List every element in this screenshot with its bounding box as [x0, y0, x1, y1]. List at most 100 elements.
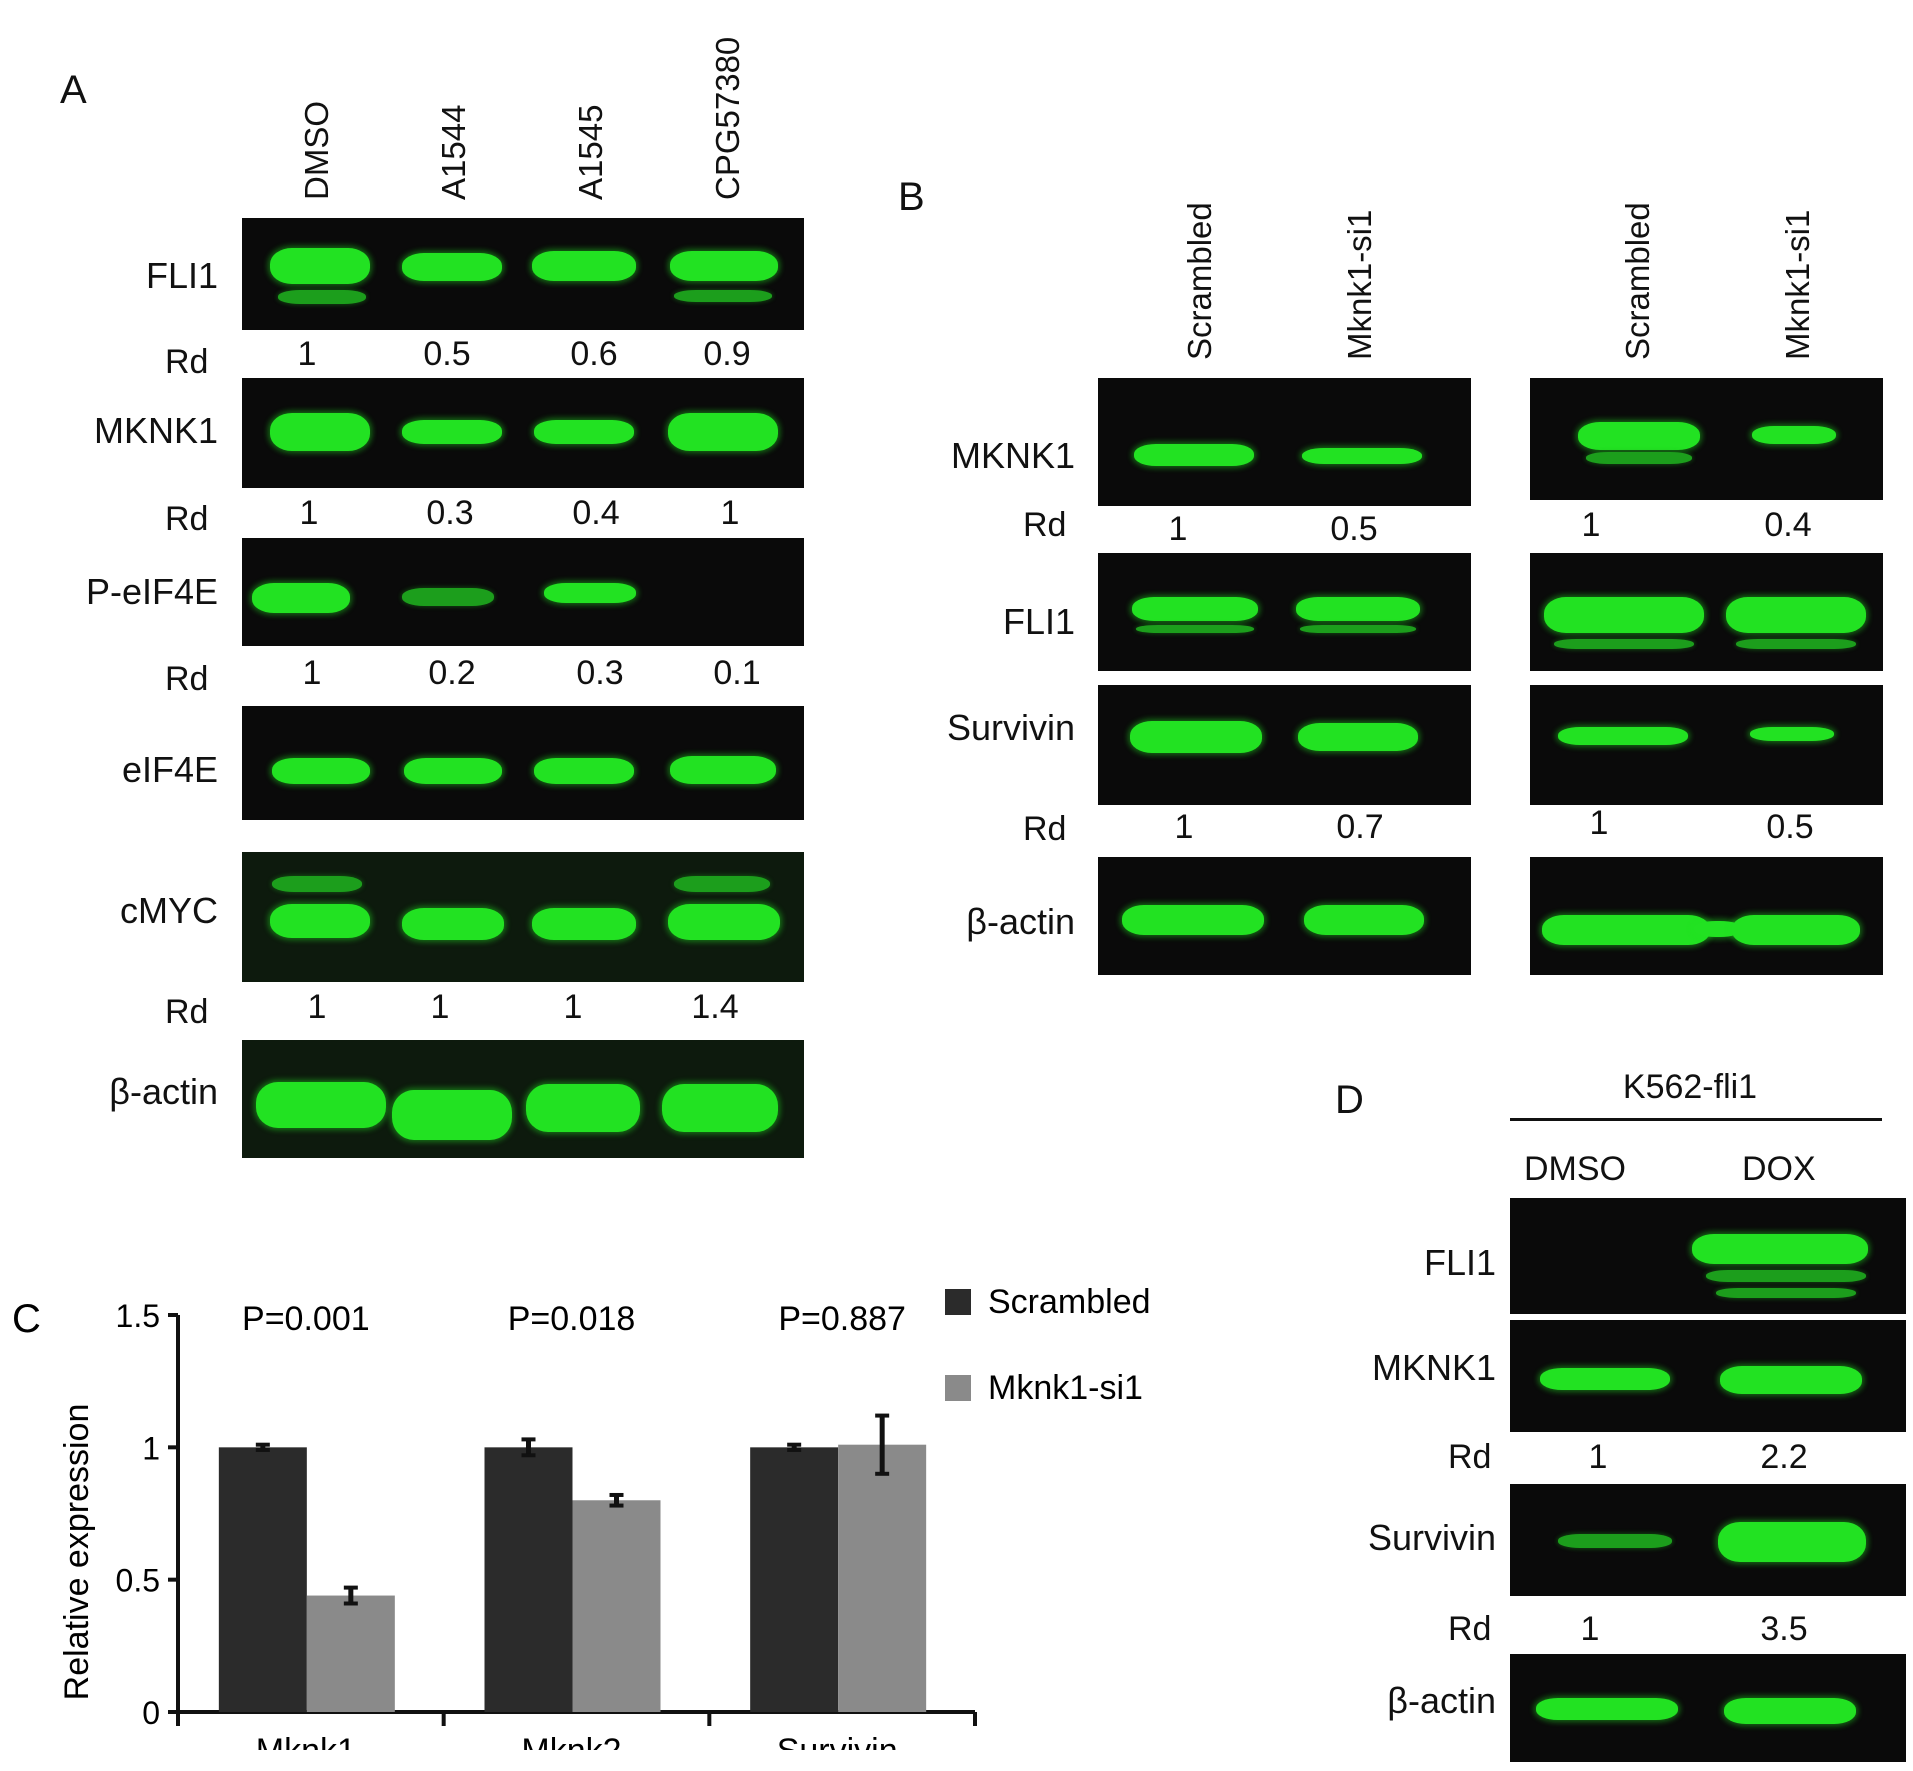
- band: [1134, 444, 1254, 466]
- blot-mknk1-b-right: [1530, 378, 1883, 500]
- lane-label-b-scrambled-left: Scrambled: [1181, 202, 1218, 360]
- row-label-fli1-b: FLI1: [1002, 601, 1075, 642]
- panel-a-letter: A: [60, 68, 87, 112]
- rd-value: 2.2: [1760, 1438, 1808, 1476]
- band: [392, 1090, 512, 1140]
- band: [662, 1084, 778, 1132]
- band: [1554, 639, 1694, 649]
- rd-value: 1: [720, 494, 740, 532]
- blot-survivin-d: [1510, 1484, 1906, 1596]
- lane-label-d-dmso: DMSO: [1524, 1150, 1626, 1188]
- band: [1298, 723, 1418, 751]
- band: [1750, 727, 1834, 741]
- panel-d-header-line: [1510, 1118, 1882, 1121]
- panel-c-letter: C: [12, 1297, 41, 1341]
- rd-value: 0.7: [1336, 808, 1384, 846]
- lane-label-a-a1545: A1545: [572, 104, 609, 200]
- panel-b-letter: B: [898, 175, 925, 219]
- band: [256, 1082, 386, 1128]
- band: [402, 253, 502, 281]
- y-tick-label: 0.5: [116, 1563, 160, 1599]
- blot-survivin-b-left: [1098, 685, 1471, 805]
- rd-label: Rd: [165, 993, 209, 1031]
- lane-label-b-mknk1-si1-right: Mknk1-si1: [1779, 209, 1816, 360]
- band: [402, 588, 494, 606]
- rd-label: Rd: [165, 660, 209, 698]
- band: [532, 908, 636, 940]
- band: [1544, 597, 1704, 633]
- row-label-beta-actin-d: β-actin: [1387, 1680, 1496, 1721]
- band: [270, 413, 370, 451]
- rd-value: 1: [302, 654, 322, 692]
- blot-beta-actin-d: [1510, 1654, 1906, 1762]
- band: [1302, 448, 1422, 464]
- blot-beta-actin-a: [242, 1040, 804, 1158]
- rd-label: Rd: [1023, 506, 1067, 544]
- band: [1136, 625, 1254, 633]
- rd-value: 0.1: [713, 654, 761, 692]
- blot-beta-actin-b-left: [1098, 857, 1471, 975]
- rd-value: 0.6: [570, 335, 618, 373]
- p-value-annotation: P=0.001: [242, 1300, 370, 1338]
- blot-fli1-b-left: [1098, 553, 1471, 671]
- rd-label: Rd: [1448, 1610, 1492, 1648]
- band: [1558, 1534, 1672, 1548]
- rd-value: 0.4: [1764, 506, 1812, 544]
- blot-beta-actin-b-right: [1530, 857, 1883, 975]
- band: [270, 904, 370, 938]
- lane-label-a-a1544: A1544: [435, 104, 472, 200]
- rd-value: 3.5: [1760, 1610, 1808, 1648]
- band: [1720, 1366, 1862, 1394]
- band: [1718, 1522, 1866, 1562]
- rd-value: 1: [1168, 510, 1188, 548]
- lane-label-d-dox: DOX: [1742, 1150, 1816, 1188]
- band: [534, 420, 634, 444]
- row-label-cmyc-a: cMYC: [120, 890, 218, 931]
- x-tick-label: Survivin: [777, 1732, 898, 1750]
- band: [1706, 1270, 1866, 1282]
- rd-value: 0.5: [1766, 808, 1814, 846]
- row-label-survivin-b: Survivin: [946, 707, 1075, 748]
- band: [1732, 915, 1860, 945]
- band: [402, 420, 502, 444]
- legend-label-scrambled: Scrambled: [988, 1283, 1151, 1321]
- row-label-mknk1-a: MKNK1: [93, 410, 218, 451]
- band: [1130, 721, 1262, 753]
- rd-value: 1: [1580, 1610, 1600, 1648]
- panel-d-header: K562-fli1: [1622, 1068, 1758, 1106]
- rd-value: 0.5: [1330, 510, 1378, 548]
- row-label-eif4e-a: eIF4E: [121, 749, 218, 790]
- band: [1716, 1288, 1856, 1298]
- band: [526, 1084, 640, 1132]
- row-label-fli1-d: FLI1: [1423, 1242, 1496, 1283]
- row-label-mknk1-d: MKNK1: [1371, 1347, 1496, 1388]
- band: [1300, 625, 1416, 633]
- lane-label-b-scrambled-right: Scrambled: [1619, 202, 1656, 360]
- blot-mknk1-a: [242, 378, 804, 488]
- band: [670, 756, 776, 784]
- band: [1578, 422, 1700, 450]
- bar: [750, 1447, 839, 1712]
- rd-value: 1: [299, 494, 319, 532]
- blot-cmyc-a: [242, 852, 804, 982]
- blot-fli1-b-right: [1530, 553, 1883, 671]
- rd-value: 0.5: [423, 335, 471, 373]
- row-label-beta-actin-b: β-actin: [966, 901, 1075, 942]
- band: [1304, 905, 1424, 935]
- band: [1558, 727, 1688, 745]
- blot-eif4e-a: [242, 706, 804, 820]
- band: [1586, 452, 1692, 464]
- x-tick-label: Mknk2: [521, 1732, 621, 1750]
- bar: [838, 1444, 927, 1712]
- band: [1752, 426, 1836, 444]
- bar-chart: C Relative expression 0 0.5 1 1.5 Mknk1 P=0.0…: [12, 1283, 1151, 1750]
- rd-value: 1: [307, 988, 327, 1026]
- rd-value: 1.4: [691, 988, 739, 1026]
- x-tick-label: Mknk1: [256, 1732, 356, 1750]
- bar: [306, 1595, 395, 1712]
- rd-label: Rd: [165, 500, 209, 538]
- band: [1542, 915, 1710, 945]
- band: [668, 904, 780, 940]
- rd-value: 1: [430, 988, 450, 1026]
- rd-value: 1: [563, 988, 583, 1026]
